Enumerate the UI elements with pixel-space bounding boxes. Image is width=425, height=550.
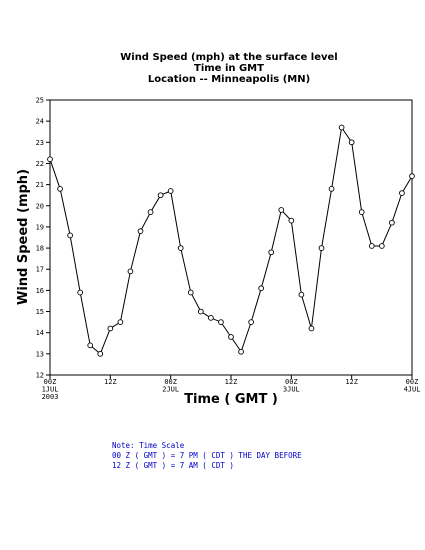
data-point xyxy=(328,185,335,192)
y-tick-label: 17 xyxy=(36,266,44,274)
chart-title-line-2: Time in GMT xyxy=(194,63,264,74)
y-tick-label: 25 xyxy=(36,97,44,105)
series-line xyxy=(49,126,413,355)
y-tick-label: 14 xyxy=(36,329,44,337)
y-tick-label: 18 xyxy=(36,245,44,253)
x-tick-label: 00Z xyxy=(44,378,57,386)
x-axis-label: Time ( GMT ) xyxy=(184,392,278,407)
data-point xyxy=(358,209,365,215)
x-tick-label: 00Z xyxy=(164,378,177,386)
y-tick-label: 24 xyxy=(36,118,44,126)
x-tick-label: 00Z xyxy=(406,378,419,386)
note-line-3: 12 Z ( GMT ) = 7 AM ( CDT ) xyxy=(112,461,234,470)
note-line-2: 00 Z ( GMT ) = 7 PM ( CDT ) THE DAY BEFO… xyxy=(112,451,302,460)
y-tick-label: 20 xyxy=(36,202,44,210)
note-line-1: Note: Time Scale xyxy=(112,441,185,450)
data-point xyxy=(378,243,385,249)
data-point xyxy=(348,139,355,146)
data-point xyxy=(57,185,63,192)
x-tick-label: 3JUL xyxy=(283,386,300,394)
x-tick-label: 12Z xyxy=(104,378,117,386)
time-scale-note: Note: Time Scale 00 Z ( GMT ) = 7 PM ( C… xyxy=(112,441,302,471)
data-point xyxy=(157,192,164,199)
data-point xyxy=(298,291,305,298)
data-point xyxy=(268,249,275,256)
data-point xyxy=(187,289,194,296)
data-point xyxy=(177,245,184,251)
data-point xyxy=(117,319,124,325)
y-tick-label: 15 xyxy=(36,308,44,316)
data-point xyxy=(87,342,94,349)
x-tick-label: 2JUL xyxy=(162,386,179,394)
x-tick-label: 12Z xyxy=(225,378,238,386)
data-point xyxy=(208,315,214,321)
y-axis-ticks: 12 13 14 15 16 17 18 19 20 21 22 23 24 25 xyxy=(36,97,50,380)
data-point xyxy=(389,219,395,226)
data-point xyxy=(228,334,234,340)
data-point xyxy=(308,325,315,332)
x-tick-label: 1JUL xyxy=(42,386,59,394)
data-point xyxy=(97,350,104,357)
data-point xyxy=(107,325,114,332)
data-point xyxy=(127,268,134,275)
y-tick-label: 22 xyxy=(36,160,44,168)
data-point xyxy=(338,124,345,131)
data-point xyxy=(167,188,174,194)
x-tick-label: 00Z xyxy=(285,378,298,386)
x-tick-label: 2003 xyxy=(42,393,59,401)
y-tick-label: 12 xyxy=(36,372,44,380)
plot-frame xyxy=(49,99,413,376)
data-point xyxy=(248,319,254,325)
data-point xyxy=(368,243,375,249)
y-tick-label: 21 xyxy=(36,181,44,189)
x-tick-label: 4JUL xyxy=(404,386,421,394)
data-point xyxy=(399,190,405,196)
data-point xyxy=(218,319,224,325)
y-tick-label: 16 xyxy=(36,287,44,295)
data-point xyxy=(67,232,73,239)
wind-speed-series xyxy=(47,124,415,357)
data-point xyxy=(147,209,154,215)
y-tick-label: 19 xyxy=(36,223,44,231)
y-tick-label: 23 xyxy=(36,139,44,147)
data-point xyxy=(47,156,53,163)
y-axis-label: Wind Speed (mph) xyxy=(16,169,31,305)
data-point xyxy=(258,285,265,292)
chart-title-line-1: Wind Speed (mph) at the surface level xyxy=(120,52,338,63)
data-point xyxy=(409,173,415,180)
data-point xyxy=(238,348,244,355)
y-tick-label: 13 xyxy=(36,350,44,358)
data-point xyxy=(77,289,84,296)
x-tick-label: 12Z xyxy=(345,378,358,386)
data-point xyxy=(137,228,144,235)
data-point xyxy=(288,217,295,224)
data-point xyxy=(278,207,285,213)
data-point xyxy=(197,308,204,315)
data-point xyxy=(318,245,325,251)
chart-title-line-3: Location -- Minneapolis (MN) xyxy=(148,74,310,85)
